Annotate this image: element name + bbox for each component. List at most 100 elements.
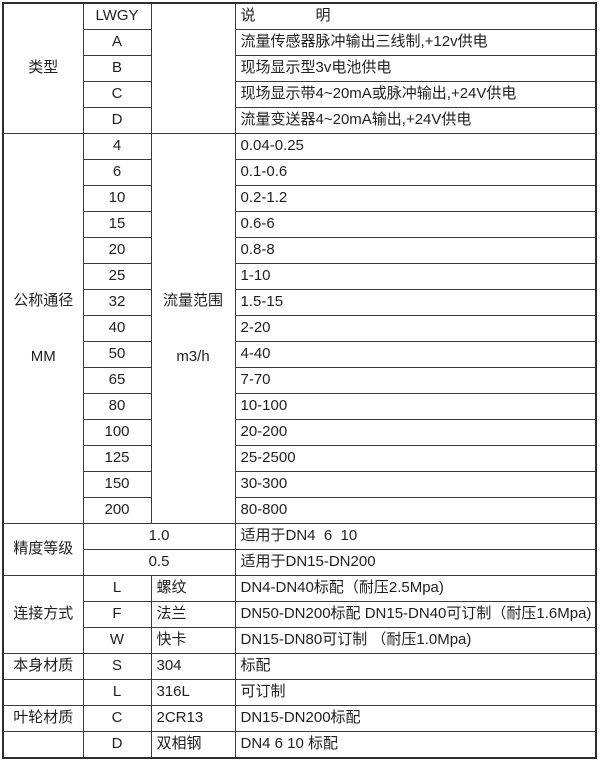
table-row: 10 0.2-1.2 — [3, 185, 597, 212]
connection-code-cell: F — [82, 601, 152, 628]
accuracy-desc-cell: 适用于DN4 6 10 — [234, 523, 597, 550]
type-code-cell: D — [82, 107, 152, 134]
connection-name-cell: 快卡 — [150, 627, 236, 654]
table-row: C 现场显示带4~20mA或脉冲输出,+24V供电 — [3, 81, 597, 108]
table-row: 20 0.8-8 — [3, 237, 597, 264]
type-desc-cell: 现场显示带4~20mA或脉冲输出,+24V供电 — [234, 81, 597, 108]
connection-name-cell: 法兰 — [150, 601, 236, 628]
table-row: 65 7-70 — [3, 367, 597, 394]
dn-cell: 40 — [82, 315, 152, 342]
range-cell: 20-200 — [234, 419, 597, 446]
accuracy-grade-cell: 0.5 — [82, 549, 236, 576]
table-row: W 快卡 DN15-DN80可订制 （耐压1.0Mpa) — [3, 627, 597, 654]
flow-range-label-line1: 流量范围 — [162, 291, 223, 309]
table-row: 连接方式 L 螺纹 DN4-DN40标配（耐压2.5Mpa) — [2, 575, 597, 654]
material-code-cell: D — [82, 731, 152, 759]
dn-cell: 10 — [82, 185, 152, 212]
range-cell: 0.8-8 — [234, 237, 597, 264]
material-code-cell: S — [82, 653, 152, 680]
diameter-section-label: 公称通径 MM — [2, 133, 84, 524]
description-header-cell: 说 明 — [234, 2, 597, 30]
table-row: 6 0.1-0.6 — [3, 159, 597, 186]
table-row: 精度等级 1.0 适用于DN4 6 10 — [2, 523, 597, 576]
table-row: 40 2-20 — [3, 315, 597, 342]
table-row: 本身材质 S 304 标配 — [2, 653, 597, 680]
table-row: 80 10-100 — [3, 393, 597, 420]
type-desc-cell: 流量传感器脉冲输出三线制,+12v供电 — [234, 29, 597, 56]
table-row: 公称通径 MM 4 流量范围 m3/h 0.04-0.25 — [2, 133, 597, 524]
diameter-label-line1: 公称通径 — [13, 291, 74, 309]
range-cell: 10-100 — [234, 393, 597, 420]
connection-section-label: 连接方式 — [2, 575, 84, 654]
range-cell: 25-2500 — [234, 445, 597, 472]
model-code-cell: LWGY — [82, 2, 152, 30]
dn-cell: 6 — [82, 159, 152, 186]
range-cell: 1.5-15 — [234, 289, 597, 316]
type-code-cell: C — [82, 81, 152, 108]
table-row: 200 80-800 — [3, 497, 597, 524]
material-label-empty — [2, 731, 84, 759]
connection-desc-cell: DN4-DN40标配（耐压2.5Mpa) — [234, 575, 597, 602]
material-label-empty — [2, 679, 84, 706]
dn-cell: 80 — [82, 393, 152, 420]
material-desc-cell: 标配 — [234, 653, 597, 680]
range-cell: 0.6-6 — [234, 211, 597, 238]
table-row: 100 20-200 — [3, 419, 597, 446]
material-desc-cell: DN4 6 10 标配 — [234, 731, 597, 759]
type-desc-cell: 现场显示型3v电池供电 — [234, 55, 597, 82]
dn-cell: 150 — [82, 471, 152, 498]
diameter-label-line2: MM — [30, 348, 56, 366]
dn-cell: 200 — [82, 497, 152, 524]
table-row: D 流量变送器4~20mA输出,+24V供电 — [3, 107, 597, 134]
type-desc-cell: 流量变送器4~20mA输出,+24V供电 — [234, 107, 597, 134]
material-name-cell: 2CR13 — [150, 705, 236, 732]
table-row: A 流量传感器脉冲输出三线制,+12v供电 — [3, 29, 597, 56]
dn-cell: 15 — [82, 211, 152, 238]
type-code-cell: B — [82, 55, 152, 82]
dn-cell: 25 — [82, 263, 152, 290]
range-cell: 2-20 — [234, 315, 597, 342]
flow-range-label-cell: 流量范围 m3/h — [150, 133, 236, 524]
body-material-label: 本身材质 — [2, 653, 84, 680]
table-row: L 316L 可订制 — [2, 679, 597, 706]
dn-cell: 4 — [82, 133, 152, 160]
accuracy-grade-cell: 1.0 — [82, 523, 236, 550]
table-row: 25 1-10 — [3, 263, 597, 290]
dn-cell: 100 — [82, 419, 152, 446]
table-row: 125 25-2500 — [3, 445, 597, 472]
material-desc-cell: 可订制 — [234, 679, 597, 706]
table-row: 32 1.5-15 — [3, 289, 597, 316]
dn-cell: 50 — [82, 341, 152, 368]
range-cell: 7-70 — [234, 367, 597, 394]
accuracy-section-label: 精度等级 — [2, 523, 84, 576]
dn-cell: 20 — [82, 237, 152, 264]
range-cell: 0.04-0.25 — [234, 133, 597, 160]
range-cell: 0.1-0.6 — [234, 159, 597, 186]
connection-code-cell: W — [82, 627, 152, 654]
type-code-cell: A — [82, 29, 152, 56]
range-cell: 0.2-1.2 — [234, 185, 597, 212]
table-row: 15 0.6-6 — [3, 211, 597, 238]
accuracy-desc-cell: 适用于DN15-DN200 — [234, 549, 597, 576]
dn-cell: 65 — [82, 367, 152, 394]
connection-name-cell: 螺纹 — [150, 575, 236, 602]
table-row: 类型 LWGY 说 明 — [2, 2, 597, 134]
material-name-cell: 304 — [150, 653, 236, 680]
impeller-material-label: 叶轮材质 — [2, 705, 84, 732]
material-name-cell: 双相钢 — [150, 731, 236, 759]
material-desc-cell: DN15-DN200标配 — [234, 705, 597, 732]
range-cell: 30-300 — [234, 471, 597, 498]
type-spacer-cell — [150, 2, 236, 134]
range-cell: 1-10 — [234, 263, 597, 290]
connection-code-cell: L — [82, 575, 152, 602]
table-row: 150 30-300 — [3, 471, 597, 498]
flow-range-label-line2: m3/h — [176, 348, 210, 366]
connection-desc-cell: DN50-DN200标配 DN15-DN40可订制（耐压1.6Mpa) — [234, 601, 597, 628]
connection-desc-cell: DN15-DN80可订制 （耐压1.0Mpa) — [234, 627, 597, 654]
table-row: 50 4-40 — [3, 341, 597, 368]
type-section-label: 类型 — [2, 2, 84, 134]
range-cell: 80-800 — [234, 497, 597, 524]
dn-cell: 125 — [82, 445, 152, 472]
